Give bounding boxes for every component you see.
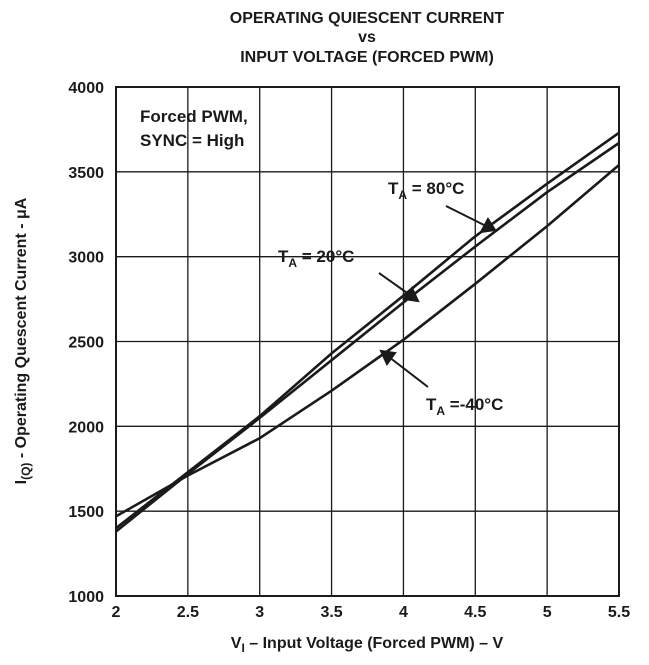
- series-label-20c-rest: = 20°C: [297, 247, 354, 266]
- arrow-20c-head: [402, 286, 420, 303]
- y-tick-label: 4000: [68, 80, 104, 97]
- series-label-80c-rest: = 80°C: [407, 179, 464, 198]
- series-label-minus40c: TA =-40°C: [426, 395, 503, 418]
- x-tick-label: 3: [255, 604, 264, 621]
- y-axis-label-rest: - Operating Quescent Current - μA: [13, 197, 30, 462]
- x-tick-label: 2.5: [177, 604, 199, 621]
- tick-labels: 2 2.5 3 3.5 4 4.5 5 5.5 1000 1500 2000 2500 3000 3500…: [68, 80, 630, 621]
- x-tick-label: 4.5: [464, 604, 486, 621]
- series-label-minus40c-sub: A: [436, 404, 445, 418]
- y-tick-label: 3500: [68, 165, 104, 182]
- arrow-minus40c-head: [379, 349, 397, 366]
- series-label-minus40c-main: T: [426, 395, 437, 414]
- grid: [115, 86, 620, 597]
- x-axis-label: VI – Input Voltage (Forced PWM) – V: [231, 635, 504, 655]
- series-label-20c-sub: A: [288, 256, 297, 270]
- y-axis-label: I(Q) - Operating Quescent Current - μA: [13, 197, 33, 484]
- series-line-20c: [115, 141, 620, 533]
- x-tick-label: 3.5: [320, 604, 342, 621]
- series-line-80c: [115, 131, 620, 530]
- series-label-80c-sub: A: [398, 188, 407, 202]
- y-tick-label: 1000: [68, 589, 104, 606]
- arrow-20c-line: [378, 272, 411, 296]
- arrow-80c-head: [479, 217, 497, 234]
- series-label-20c-main: T: [278, 247, 289, 266]
- x-axis-label-main: V: [231, 635, 242, 652]
- y-tick-label: 2500: [68, 335, 104, 352]
- arrow-80c-line: [445, 205, 487, 227]
- x-axis-label-sub: I: [241, 641, 244, 655]
- x-tick-label: 5.5: [608, 604, 630, 621]
- series-label-minus40c-rest: =-40°C: [445, 395, 503, 414]
- plot-frame: [115, 86, 620, 597]
- x-tick-label: 5: [543, 604, 552, 621]
- arrow-minus40c-line: [388, 356, 429, 388]
- label-arrows: [378, 205, 497, 388]
- y-tick-label: 2000: [68, 419, 104, 436]
- series-label-80c: TA = 80°C: [388, 179, 464, 202]
- x-tick-label: 2: [112, 604, 121, 621]
- series-lines: [115, 131, 620, 533]
- annotation-line-2: SYNC = High: [140, 131, 244, 150]
- chart-title-line-1: OPERATING QUIESCENT CURRENT: [230, 10, 505, 27]
- series-line-minus40c: [115, 164, 620, 518]
- y-tick-label: 3000: [68, 250, 104, 267]
- series-label-80c-main: T: [388, 179, 399, 198]
- chart-title-line-3: INPUT VOLTAGE (FORCED PWM): [240, 49, 494, 66]
- y-axis-label-sub: (Q): [19, 463, 33, 480]
- x-axis-label-rest: – Input Voltage (Forced PWM) – V: [245, 635, 504, 652]
- annotation-line-1: Forced PWM,: [140, 107, 248, 126]
- y-tick-label: 1500: [68, 504, 104, 521]
- x-tick-label: 4: [399, 604, 408, 621]
- chart-title-line-2: vs: [358, 29, 376, 46]
- y-axis-label-main: I: [13, 480, 30, 484]
- series-label-20c: TA = 20°C: [278, 247, 354, 270]
